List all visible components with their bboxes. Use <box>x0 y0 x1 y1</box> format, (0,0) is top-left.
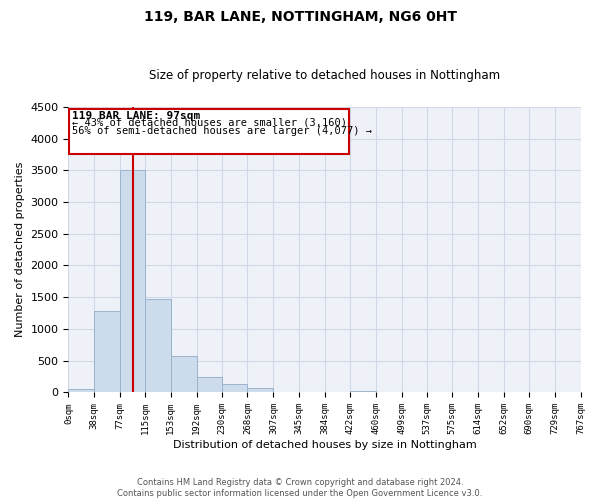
Bar <box>94 311 120 392</box>
Bar <box>247 388 274 392</box>
Bar <box>197 376 222 392</box>
Bar <box>222 384 247 392</box>
Bar <box>68 390 94 392</box>
Text: 119 BAR LANE: 97sqm: 119 BAR LANE: 97sqm <box>72 110 200 120</box>
Bar <box>69 110 349 154</box>
Bar <box>350 391 376 392</box>
Y-axis label: Number of detached properties: Number of detached properties <box>15 162 25 338</box>
Bar <box>145 298 170 392</box>
X-axis label: Distribution of detached houses by size in Nottingham: Distribution of detached houses by size … <box>173 440 476 450</box>
Text: Contains HM Land Registry data © Crown copyright and database right 2024.
Contai: Contains HM Land Registry data © Crown c… <box>118 478 482 498</box>
Title: Size of property relative to detached houses in Nottingham: Size of property relative to detached ho… <box>149 69 500 82</box>
Text: ← 43% of detached houses are smaller (3,160): ← 43% of detached houses are smaller (3,… <box>72 118 347 128</box>
Text: 119, BAR LANE, NOTTINGHAM, NG6 0HT: 119, BAR LANE, NOTTINGHAM, NG6 0HT <box>143 10 457 24</box>
Bar <box>170 356 197 393</box>
Text: 56% of semi-detached houses are larger (4,077) →: 56% of semi-detached houses are larger (… <box>72 126 372 136</box>
Bar <box>120 170 145 392</box>
